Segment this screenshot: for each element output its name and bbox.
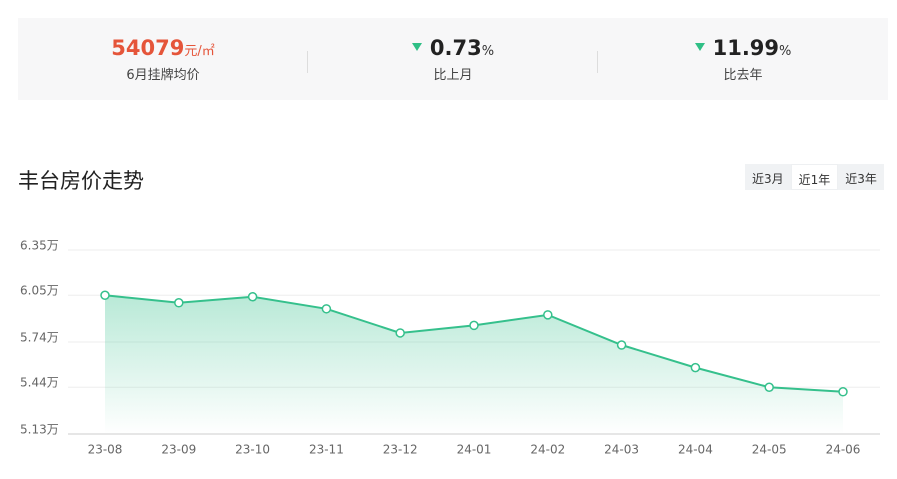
point (690, 362, 701, 373)
point (100, 290, 110, 300)
point (764, 382, 774, 392)
tab[interactable]: 近3年 (845, 172, 877, 186)
x-tick-label: 24-01 (457, 443, 492, 457)
separator (597, 51, 598, 73)
point (174, 298, 184, 308)
point (395, 328, 405, 338)
y-tick-label: 6.05万 (20, 284, 59, 298)
y-tick-label: 6.35万 (20, 239, 59, 253)
point (469, 320, 479, 331)
x-tick-label: 23-12 (383, 443, 418, 457)
stat-unit: 元/㎡ (184, 44, 215, 59)
stat-value: 54079 (111, 36, 185, 60)
point (616, 340, 627, 350)
x-tick-label: 23-08 (88, 443, 123, 457)
stat-unit: % (481, 44, 495, 59)
chart-title: 丰台房价走势 (18, 169, 144, 193)
area-fill (105, 295, 843, 434)
tab[interactable]: 近1年 (790, 164, 839, 190)
x-tick-label: 24-05 (752, 443, 787, 457)
point (247, 292, 258, 302)
x-tick-label: 24-03 (604, 443, 639, 457)
stat-label: 6月挂牌均价 (126, 68, 200, 83)
x-tick-label: 23-09 (161, 443, 196, 457)
stat-label: 比去年 (723, 68, 763, 83)
x-tick-label: 24-02 (530, 443, 565, 457)
stats-panel: 54079元/㎡ 6月挂牌均价 0.73% 比上月 11.99% 比去年 (18, 18, 888, 100)
stat: 11.99% 比去年 (598, 36, 888, 83)
separator (307, 51, 308, 73)
point (543, 310, 553, 320)
y-tick-label: 5.13万 (20, 423, 59, 437)
point (321, 304, 332, 314)
y-tick-label: 5.74万 (20, 331, 59, 345)
stat-label: 比上月 (433, 68, 473, 83)
stat-value: 0.73 (429, 36, 482, 60)
point (838, 387, 848, 397)
x-tick-label: 24-04 (678, 443, 713, 457)
stat-value: 11.99 (712, 36, 780, 60)
stat: 54079元/㎡ 6月挂牌均价 (18, 36, 308, 83)
stat-unit: % (779, 44, 792, 59)
stat: 0.73% 比上月 (308, 36, 598, 83)
range-tabs: 近3月 近1年 近3年 (745, 164, 884, 190)
tab[interactable]: 近3月 (752, 172, 784, 186)
x-tick-label: 24-06 (826, 443, 861, 457)
down-icon (694, 43, 705, 51)
x-tick-label: 23-10 (235, 443, 270, 457)
x-tick-label: 23-11 (309, 443, 344, 457)
y-tick-label: 5.44万 (20, 376, 59, 390)
down-icon (411, 43, 422, 51)
